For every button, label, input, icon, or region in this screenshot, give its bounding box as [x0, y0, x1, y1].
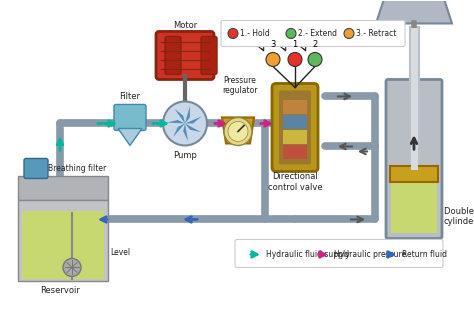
Polygon shape — [222, 118, 254, 143]
Circle shape — [288, 53, 302, 67]
Polygon shape — [167, 120, 185, 123]
Text: 1: 1 — [292, 40, 298, 49]
Polygon shape — [185, 123, 201, 132]
FancyBboxPatch shape — [221, 21, 405, 46]
Bar — [283, 145, 307, 160]
Circle shape — [286, 28, 296, 38]
Polygon shape — [173, 123, 185, 137]
Bar — [283, 101, 307, 115]
FancyBboxPatch shape — [165, 36, 181, 74]
FancyBboxPatch shape — [272, 83, 318, 171]
Circle shape — [224, 118, 252, 145]
Text: Reservoir: Reservoir — [40, 286, 80, 296]
Bar — [22, 211, 104, 279]
Text: Pump: Pump — [173, 152, 197, 161]
Polygon shape — [185, 106, 190, 123]
Text: 3: 3 — [270, 40, 276, 49]
FancyBboxPatch shape — [114, 105, 146, 130]
Text: 2.- Extend: 2.- Extend — [298, 29, 337, 38]
Polygon shape — [376, 0, 452, 24]
Text: Hydraulic fluid supply: Hydraulic fluid supply — [266, 250, 350, 259]
FancyBboxPatch shape — [201, 36, 217, 74]
Text: Return fluid: Return fluid — [402, 250, 447, 259]
Text: 3.- Retract: 3.- Retract — [356, 29, 396, 38]
Bar — [18, 176, 108, 200]
Text: BASIC HYDRAULIC SYSTEM: BASIC HYDRAULIC SYSTEM — [14, 307, 223, 321]
Text: Motor: Motor — [173, 22, 197, 30]
FancyBboxPatch shape — [156, 31, 214, 79]
Bar — [391, 179, 437, 233]
FancyBboxPatch shape — [235, 239, 443, 267]
Circle shape — [344, 28, 354, 38]
Text: 1.- Hold: 1.- Hold — [240, 29, 270, 38]
FancyBboxPatch shape — [279, 90, 311, 165]
Circle shape — [266, 53, 280, 67]
Bar — [283, 116, 307, 129]
Circle shape — [228, 28, 238, 38]
Circle shape — [63, 259, 81, 276]
Circle shape — [228, 121, 248, 141]
Polygon shape — [185, 117, 201, 123]
FancyBboxPatch shape — [386, 79, 442, 238]
Text: Double acting
cylinder: Double acting cylinder — [444, 207, 474, 226]
Circle shape — [308, 53, 322, 67]
Polygon shape — [118, 128, 142, 145]
Bar — [283, 130, 307, 144]
Text: Hydraulic pressure: Hydraulic pressure — [334, 250, 406, 259]
Text: Level: Level — [110, 248, 130, 257]
Text: Directional
control valve: Directional control valve — [268, 172, 322, 192]
Circle shape — [163, 102, 207, 145]
Text: 2: 2 — [312, 40, 318, 49]
Bar — [390, 166, 438, 182]
Text: Filter: Filter — [119, 92, 140, 102]
Text: Pressure
regulator: Pressure regulator — [222, 76, 258, 95]
Text: Breathing filter: Breathing filter — [48, 164, 106, 173]
Bar — [18, 200, 108, 281]
Polygon shape — [174, 109, 185, 123]
FancyBboxPatch shape — [24, 159, 48, 178]
Polygon shape — [183, 123, 188, 141]
